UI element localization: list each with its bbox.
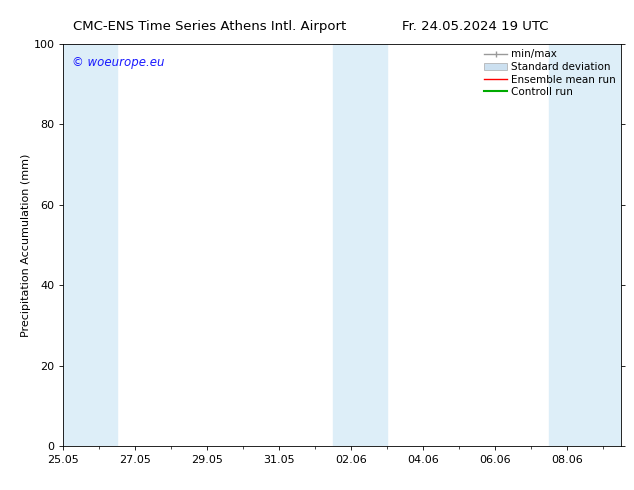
Bar — [63, 44, 117, 446]
Text: CMC-ENS Time Series Athens Intl. Airport: CMC-ENS Time Series Athens Intl. Airport — [73, 20, 346, 33]
Text: Fr. 24.05.2024 19 UTC: Fr. 24.05.2024 19 UTC — [402, 20, 549, 33]
Y-axis label: Precipitation Accumulation (mm): Precipitation Accumulation (mm) — [20, 153, 30, 337]
Bar — [333, 44, 387, 446]
Legend: min/max, Standard deviation, Ensemble mean run, Controll run: min/max, Standard deviation, Ensemble me… — [482, 47, 618, 99]
Text: © woeurope.eu: © woeurope.eu — [72, 56, 164, 69]
Bar — [549, 44, 621, 446]
